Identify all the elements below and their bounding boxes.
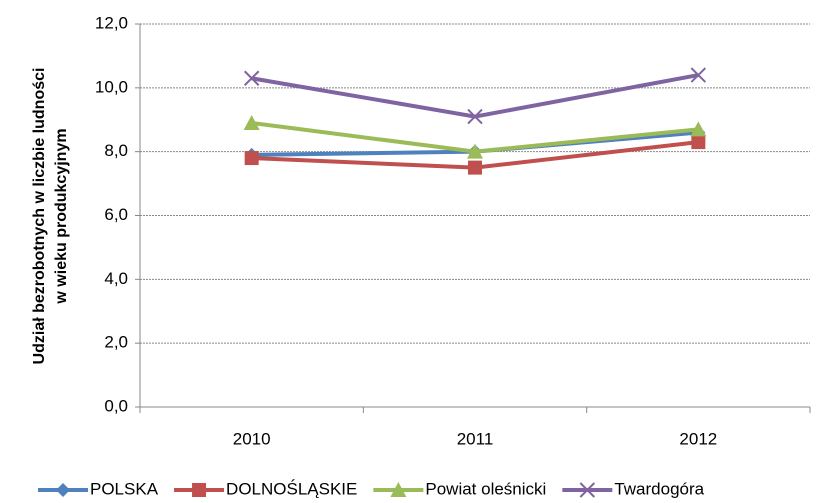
marker [244,151,259,166]
marker [243,70,260,86]
legend-label: Twardogóra [614,479,704,498]
x-tick-label: 2012 [679,429,717,448]
marker [691,135,706,150]
legend-marker [56,483,70,497]
y-tick-label: 2,0 [104,333,128,352]
legend-marker [579,482,596,498]
marker [467,143,483,159]
y-tick-label: 6,0 [104,205,128,224]
series-line [251,73,699,119]
y-tick-label: 10,0 [95,77,128,96]
legend-marker [390,482,407,497]
legend-label: POLSKA [90,479,159,498]
x-tick-label: 2011 [457,429,494,448]
y-tick-label: 8,0 [104,141,128,160]
y-tick-label: 0,0 [104,396,128,415]
legend-label: DOLNOŚLĄSKIE [226,479,357,498]
legend-marker [192,483,207,497]
marker [468,160,482,175]
y-tick-label: 12,0 [95,13,128,32]
marker [690,67,707,83]
y-tick-label: 4,0 [104,269,128,288]
x-tick-label: 2010 [233,429,271,448]
legend-label: Powiat oleśnicki [425,479,546,498]
marker [690,121,707,137]
marker [243,114,260,130]
y-axis-label: Udział bezrobotnych w liczbie ludności [31,68,48,365]
marker [467,108,483,125]
y-axis-label: w wieku produkcyjnym [53,128,70,304]
